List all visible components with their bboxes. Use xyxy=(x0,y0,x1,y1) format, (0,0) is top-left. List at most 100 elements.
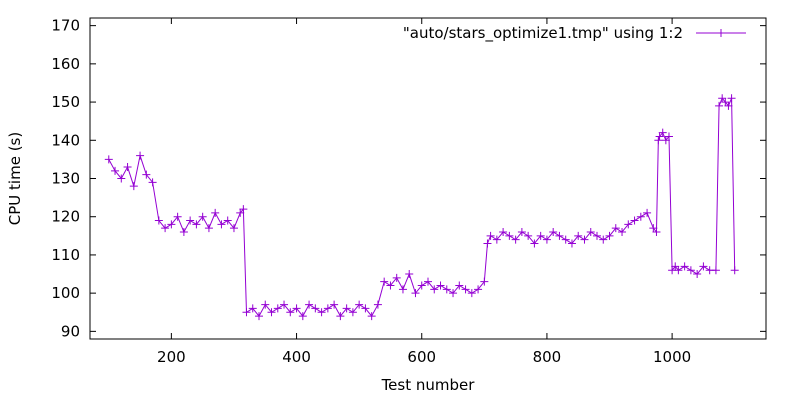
data-point xyxy=(442,285,451,294)
data-point xyxy=(123,163,132,172)
data-point xyxy=(436,281,445,290)
data-point xyxy=(361,304,370,313)
data-point xyxy=(424,277,432,286)
data-point xyxy=(280,300,289,309)
data-point xyxy=(455,281,464,290)
data-point xyxy=(261,300,270,309)
data-point xyxy=(136,151,145,160)
data-point xyxy=(167,220,176,229)
data-point xyxy=(242,308,251,317)
data-point xyxy=(398,285,407,294)
data-point xyxy=(664,132,673,141)
legend: "auto/stars_optimize1.tmp" using 1:2 xyxy=(403,24,746,43)
data-point xyxy=(624,220,633,229)
data-point xyxy=(730,266,739,275)
y-axis-label: CPU time (s) xyxy=(6,132,24,225)
y-tick-label: 160 xyxy=(51,55,80,73)
data-point xyxy=(179,228,188,236)
data-point xyxy=(724,101,733,110)
data-point xyxy=(511,235,520,244)
data-point xyxy=(593,231,601,240)
data-point xyxy=(342,304,351,313)
data-point xyxy=(305,300,314,309)
y-tick-label: 140 xyxy=(51,131,80,149)
data-point xyxy=(204,224,213,233)
data-point xyxy=(411,289,420,298)
data-point xyxy=(239,205,248,214)
data-point xyxy=(630,216,639,225)
data-point xyxy=(674,266,683,275)
data-point xyxy=(652,228,661,236)
data-point xyxy=(154,216,163,225)
data-point xyxy=(161,224,170,233)
legend-series-name: "auto/stars_optimize1.tmp" using 1:2 xyxy=(403,24,683,43)
data-point xyxy=(586,228,595,236)
data-point xyxy=(173,212,182,221)
data-point xyxy=(267,308,276,317)
data-point xyxy=(229,224,238,233)
y-tick-label: 120 xyxy=(51,208,80,226)
x-tick-label: 800 xyxy=(533,348,562,366)
data-point xyxy=(549,228,558,236)
data-point xyxy=(715,101,724,110)
data-point xyxy=(574,231,583,240)
data-point xyxy=(643,208,652,217)
data-point xyxy=(380,277,389,286)
data-point xyxy=(142,170,151,179)
series-layer xyxy=(104,94,739,321)
data-point xyxy=(536,231,545,240)
data-point xyxy=(336,312,345,321)
data-point xyxy=(129,182,138,191)
x-tick-label: 400 xyxy=(282,348,311,366)
data-point xyxy=(517,228,526,236)
data-point xyxy=(658,128,667,137)
data-point xyxy=(561,235,570,244)
data-point xyxy=(330,300,339,309)
data-point xyxy=(654,136,663,145)
y-tick-label: 110 xyxy=(51,246,80,264)
data-point xyxy=(474,285,483,294)
data-point xyxy=(248,304,257,313)
data-point xyxy=(367,312,376,321)
data-point xyxy=(373,300,382,309)
data-point xyxy=(505,231,514,240)
data-point xyxy=(467,289,476,298)
data-point xyxy=(530,239,539,248)
data-point xyxy=(317,308,326,317)
x-tick-label: 600 xyxy=(407,348,436,366)
legend-marker xyxy=(717,29,725,37)
data-point xyxy=(323,304,332,313)
x-axis-label: Test number xyxy=(381,376,476,394)
data-point xyxy=(492,235,501,244)
data-point xyxy=(611,224,620,233)
data-point xyxy=(686,266,695,275)
y-tick-label: 90 xyxy=(61,322,80,340)
data-point xyxy=(711,266,720,275)
data-point xyxy=(148,178,157,187)
data-point xyxy=(636,212,645,221)
data-point xyxy=(693,270,702,279)
ticks-layer: 200 400 600 800 1000 90 100 110 120 130 140 150 160 1… xyxy=(51,17,766,366)
data-point xyxy=(111,166,120,175)
y-tick-label: 130 xyxy=(51,170,80,188)
data-point xyxy=(430,285,439,294)
data-point xyxy=(680,262,689,271)
data-point xyxy=(605,231,614,240)
data-point xyxy=(461,285,470,294)
data-point xyxy=(524,231,533,240)
data-point xyxy=(192,220,201,229)
plot-border xyxy=(89,17,767,340)
data-point xyxy=(727,94,736,103)
data-point xyxy=(217,220,226,229)
data-point xyxy=(449,289,458,298)
data-point xyxy=(211,208,220,217)
x-tick-label: 1000 xyxy=(653,348,691,366)
y-tick-label: 150 xyxy=(51,93,80,111)
legend-plus-marker xyxy=(717,29,725,37)
data-point xyxy=(618,228,627,236)
data-point xyxy=(386,281,395,290)
data-point xyxy=(405,270,414,279)
data-point xyxy=(117,174,126,183)
data-point xyxy=(273,304,282,313)
